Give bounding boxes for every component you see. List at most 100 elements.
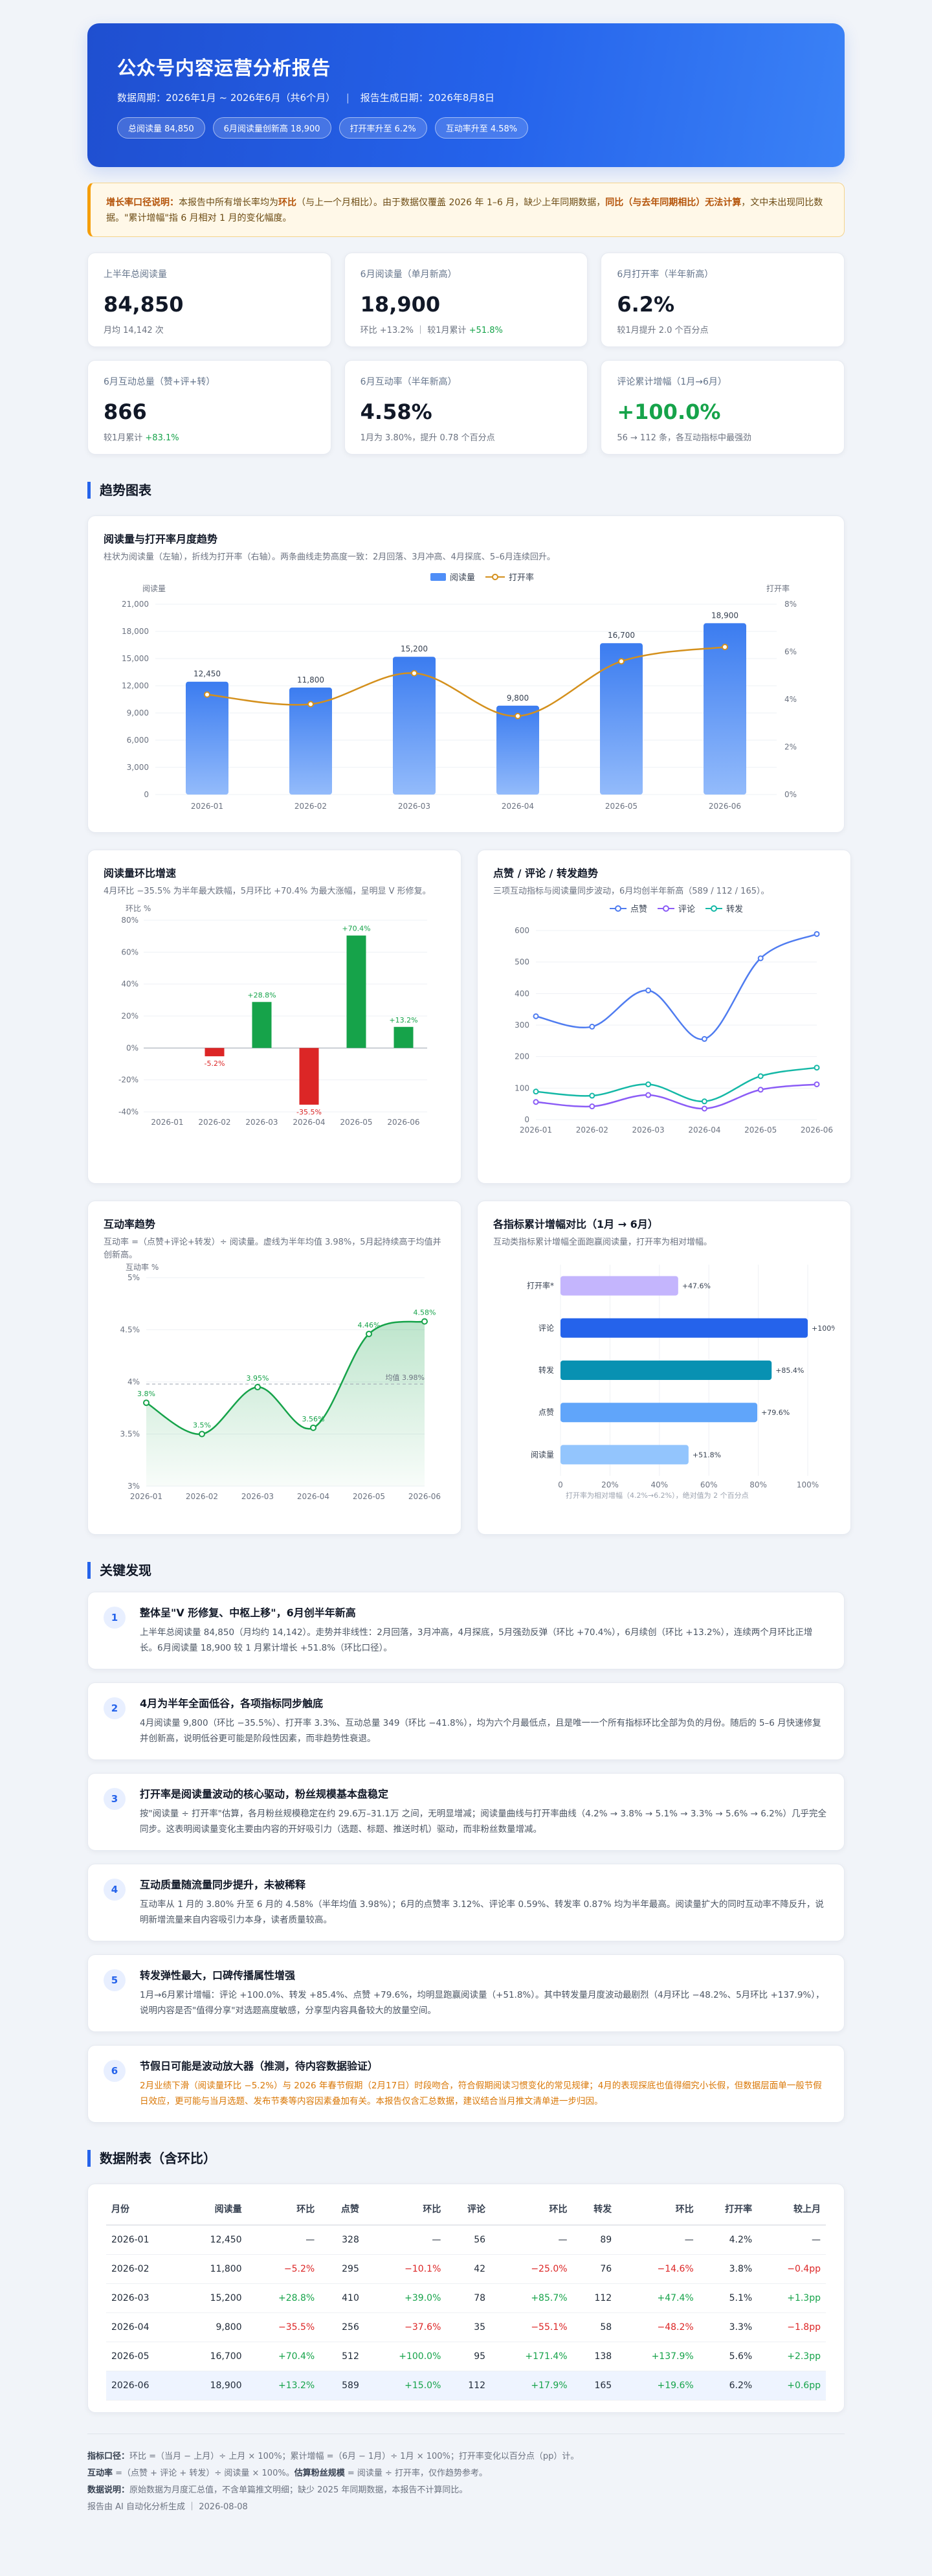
x-tick: 2026-02 [576,1125,608,1135]
finding-title: 整体呈"V 形修复、中枢上移"，6月创半年新高 [140,1607,356,1619]
kpi-label: 评论累计增幅（1月→6月） [617,377,727,387]
chart-title: 各指标累计增幅对比（1月 → 6月） [493,1218,658,1230]
table-header-cell: 点赞 [320,2193,364,2226]
x-tick: 2026-03 [398,802,430,811]
series-point [533,1013,539,1019]
finding-card: 4 互动质量随流量同步提升，未被稀释 互动率从 1 月的 3.80% 升至 6 月的… [87,1864,845,1941]
rate-data-label: 4.58% [414,1309,436,1317]
note-lead: 增长率口径说明： [106,198,179,208]
table-cell: 3.3% [698,2312,758,2342]
series-point [589,1092,595,1099]
y-tick: 点赞 [538,1408,554,1417]
bar-data-label: +100% [812,1324,835,1333]
x-tick: 2026-05 [744,1125,777,1135]
x-tick: 2026-06 [408,1492,441,1501]
bar-data-label: 18,900 [711,611,738,620]
table-row: 2026-05 16,700 +70.4% 512 +100.0% 95 +171.4% 13… [106,2342,826,2371]
kpi-sub-growth: +51.8% [469,326,503,335]
table-cell: +47.4% [617,2283,699,2313]
rate-point [421,1318,428,1325]
finding-text: 1月→6月累计增幅：评论 +100.0%、转发 +85.4%、点赞 +79.6%… [140,1990,825,2016]
table-body: 2026-01 12,450—328—56—89—4.2% —2026-02 11,8… [106,2225,826,2401]
table-cell: 16,700 [181,2342,247,2371]
footer-label: 互动率 [87,2469,113,2478]
footer-text: = 阅读量 ÷ 打开率，仅作趋势参考。 [344,2469,488,2478]
x-tick: 0 [558,1480,563,1489]
note-bold: 环比 [278,198,296,208]
y-tick-left: 6,000 [127,736,149,745]
table-cell: 35 [446,2312,491,2342]
y-tick: 阅读量 [531,1450,554,1459]
table-cell: 12,450 [181,2225,247,2255]
x-tick: 2026-04 [688,1125,720,1135]
kpi-label: 6月打开率（半年新高） [617,269,714,280]
table-header-cell: 环比 [617,2193,699,2226]
finding-number: 1 [104,1607,126,1629]
kpi-sub-text: 较1月累计 [104,433,146,443]
table-cell: 328 [320,2225,364,2255]
finding-title: 打开率是阅读量波动的核心驱动，粉丝规模基本盘稳定 [140,1788,389,1800]
axis-title: 环比 % [126,904,151,913]
y-tick-right: 6% [784,648,797,657]
x-tick: 2026-02 [294,802,327,811]
x-tick: 2026-06 [709,802,741,811]
table-cell: — [491,2225,573,2255]
table-cell: −1.8pp [757,2312,826,2342]
y-tick: 4% [128,1377,140,1386]
y-tick-right: 8% [784,600,797,609]
table-row: 2026-01 12,450—328—56—89—4.2% — [106,2225,826,2255]
series-point [645,1081,652,1087]
cumulative-growth-chart: 0 20% 40% 60% 80% 100% 打开率* +47.6% 评论 +100% 转发 +85.… [527,1265,838,1500]
y-tick: 80% [121,916,139,925]
finding-text: 2月业绩下滑（阅读量环比 −5.2%）与 2026 年春节假期（2月17日）时段… [140,2081,822,2107]
x-tick: 60% [700,1480,718,1489]
chart-title: 点赞 / 评论 / 转发趋势 [493,867,598,879]
data-table-card: 月份 阅读量 环比 点赞 环比 评论 环比 转发 环比 打开率 较上月 2026-01 12,450—… [87,2184,845,2413]
table-cell: +13.2% [247,2371,320,2401]
table-cell: 15,200 [181,2283,247,2313]
x-tick: 2026-05 [340,1118,372,1127]
finding-number: 5 [104,1969,126,1991]
legend-label: 打开率 [509,572,534,583]
x-tick: 2026-01 [151,1118,183,1127]
point-openrate [411,670,417,677]
bar-reads [186,681,228,795]
note-text: 本报告中所有增长率均为 [179,198,278,208]
bar-data-label: +28.8% [247,991,276,999]
x-tick: 2026-02 [186,1492,218,1501]
finding-card: 6 节假日可能是波动放大器（推测，待内容数据验证） 2月业绩下滑（阅读量环比 −5.… [87,2045,845,2123]
kpi-card: 评论累计增幅（1月→6月） +100.0% 56 → 112 条，各互动指标中最… [601,360,845,455]
legend-marker [615,905,621,912]
data-table: 月份 阅读量 环比 点赞 环比 评论 环比 转发 环比 打开率 较上月 2026-01 12,450—… [106,2193,826,2401]
bar-growth [560,1403,758,1423]
note-text: ，文中未出现同比数据。"累计增幅"指 6 月相对 1 月的变化幅度。 [106,198,823,223]
note-text: （与上一个月相比）。由于数据仅覆盖 2026 年 1–6 月，缺少上年同期数据， [296,198,606,208]
chart-row-2: 互动率趋势 互动率 =（点赞+评论+转发）÷ 阅读量。虚线为半年均值 3.98%… [87,1201,851,1535]
kpi-sub: 较1月提升 2.0 个百分点 [617,323,828,335]
table-cell: −55.1% [491,2312,573,2342]
y-tick-left: 18,000 [122,627,149,636]
rate-data-label: 3.95% [247,1374,269,1383]
table-cell: −48.2% [617,2312,699,2342]
table-cell: −10.1% [364,2254,447,2284]
y-tick: 300 [515,1021,529,1030]
table-cell: — [757,2225,826,2255]
y-tick: 5% [128,1273,140,1282]
x-tick: 2026-01 [520,1125,552,1135]
table-header-cell: 环比 [247,2193,320,2226]
table-cell: +28.8% [247,2283,320,2313]
bar-data-label: +13.2% [389,1016,417,1024]
x-tick: 2026-04 [502,802,534,811]
table-cell: 4.2% [698,2225,758,2255]
summary-pills: 总阅读量 84,850 6月阅读量创新高 18,900 打开率升至 6.2% 互… [117,117,815,139]
series-point [701,1105,707,1112]
table-cell: 589 [320,2371,364,2401]
chart-desc: 柱状为阅读量（左轴），折线为打开率（右轴）。两条曲线走势高度一致：2月回落、3月… [104,552,555,562]
rate-point [310,1424,316,1431]
x-tick: 100% [797,1480,819,1489]
y-tick: 评论 [538,1324,554,1333]
table-cell: +85.7% [491,2283,573,2313]
table-cell: 9,800 [181,2312,247,2342]
kpi-card: 6月阅读量（单月新高） 18,900 环比 +13.2% ｜ 较1月累计 +51… [344,253,588,347]
kpi-label: 上半年总阅读量 [104,269,167,280]
